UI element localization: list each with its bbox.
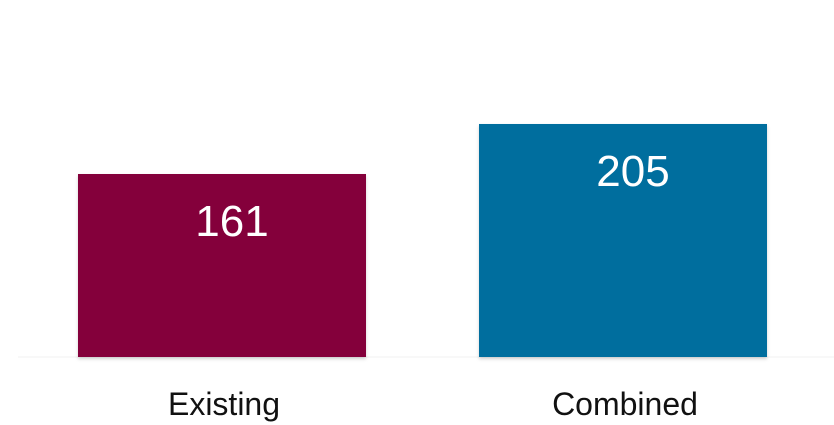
bar-existing — [78, 173, 366, 357]
data-label-combined: 205 — [596, 147, 669, 196]
x-tick-label-existing: Existing — [168, 386, 280, 422]
bar-combined — [479, 123, 767, 357]
data-label-existing: 161 — [195, 197, 268, 246]
x-tick-label-combined: Combined — [552, 386, 698, 422]
